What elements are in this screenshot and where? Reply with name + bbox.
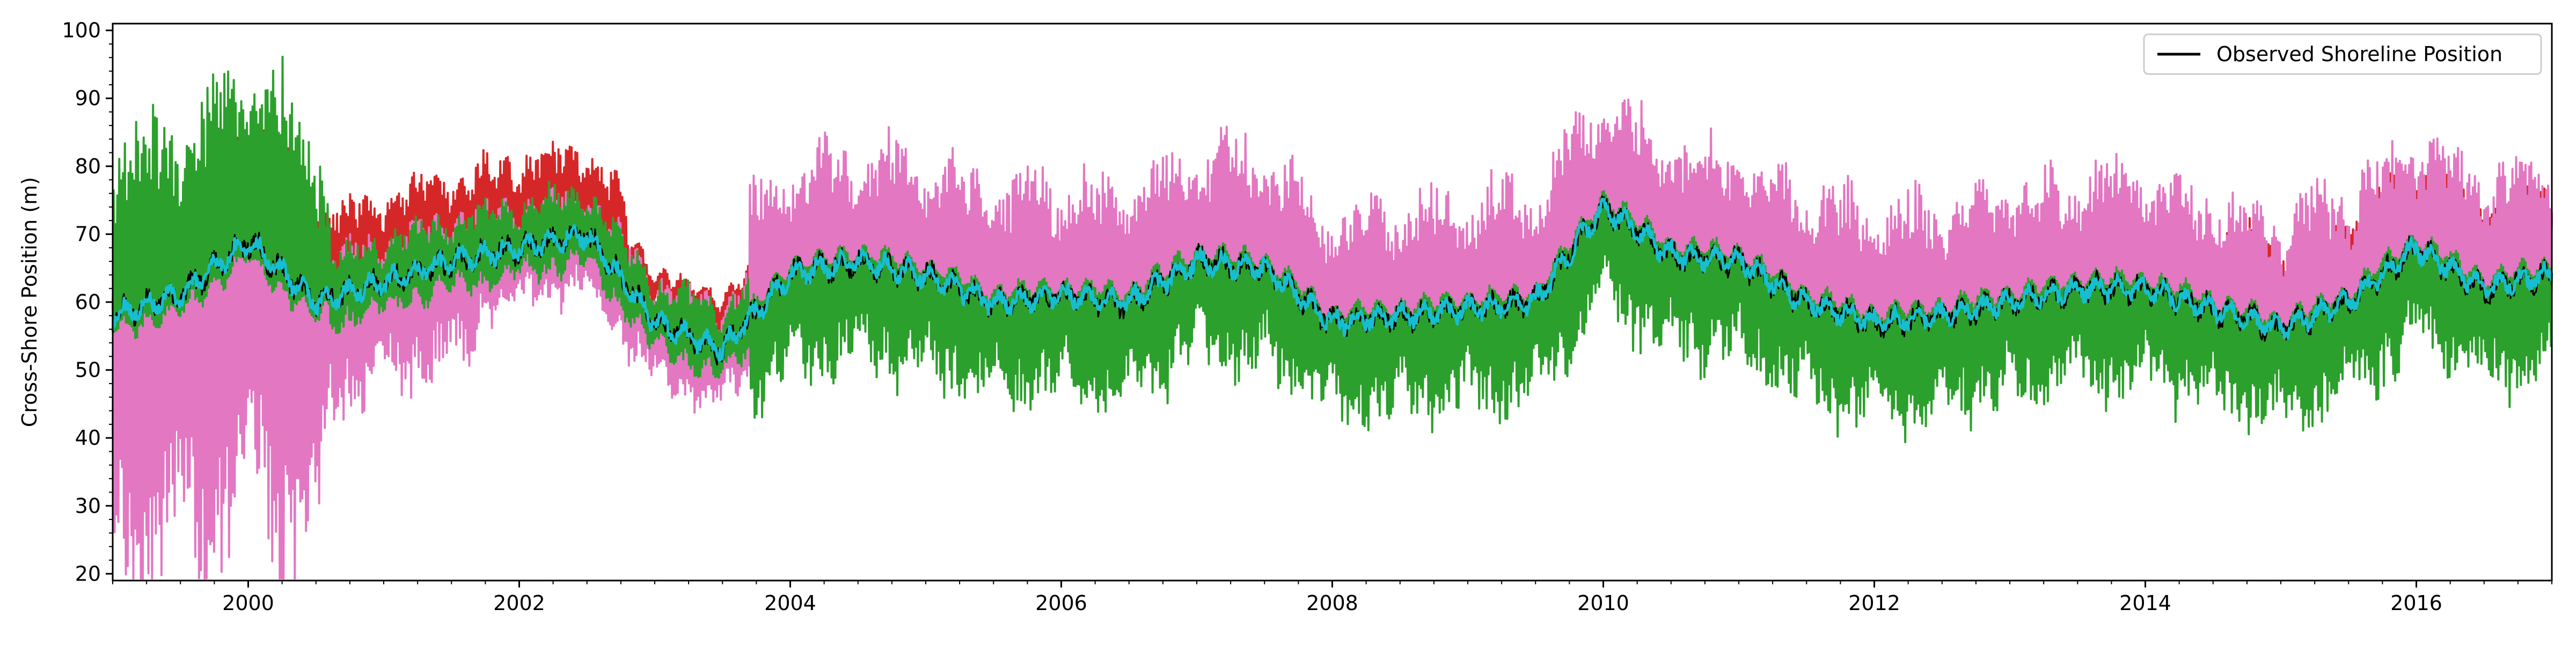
y-tick-label: 90 xyxy=(75,86,101,110)
y-tick-label: 20 xyxy=(75,562,101,585)
x-tick-label: 2016 xyxy=(2390,591,2442,615)
y-axis: 20 30 40 50 60 70 80 90 100 xyxy=(62,19,113,585)
y-tick-label: 30 xyxy=(75,494,101,518)
x-tick-label: 2012 xyxy=(1848,591,1900,615)
legend: Observed Shoreline Position xyxy=(2143,33,2542,75)
y-tick-label: 80 xyxy=(75,155,101,178)
x-tick-label: 2014 xyxy=(2119,591,2171,615)
x-tick-label: 2002 xyxy=(493,591,545,615)
series-model-green xyxy=(112,55,2553,444)
x-tick-label: 2000 xyxy=(222,591,274,615)
y-tick-label: 70 xyxy=(75,222,101,246)
legend-label-observed: Observed Shoreline Position xyxy=(2216,42,2502,66)
series-model-cyan xyxy=(111,197,2553,362)
y-tick-label: 40 xyxy=(75,426,101,450)
x-tick-label: 2004 xyxy=(764,591,816,615)
y-tick-label: 60 xyxy=(75,290,101,314)
series-layer xyxy=(111,55,2553,580)
x-tick-label: 2010 xyxy=(1577,591,1629,615)
y-tick-label: 100 xyxy=(62,19,101,42)
x-tick-label: 2008 xyxy=(1306,591,1358,615)
y-tick-label: 50 xyxy=(75,358,101,382)
y-axis-label: Cross-Shore Position (m) xyxy=(18,177,41,427)
x-axis: 2000 2002 2004 2006 2008 2010 2012 2014 2016 xyxy=(112,581,2552,615)
x-tick-label: 2006 xyxy=(1035,591,1087,615)
legend-box xyxy=(2143,33,2542,75)
